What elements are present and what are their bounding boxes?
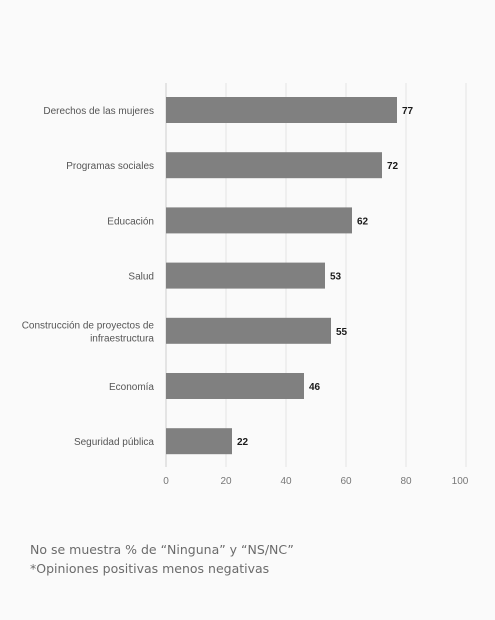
- category-label-line: Programas sociales: [66, 161, 154, 172]
- footnote-net-opinion: *Opiniones positivas menos negativas: [30, 561, 270, 576]
- bar-value-label-7: 22: [237, 437, 249, 448]
- category-label-line: Economía: [109, 382, 154, 393]
- x-tick-label-0: 0: [163, 476, 169, 487]
- bar-2: [166, 152, 382, 179]
- bar-3: [166, 207, 352, 234]
- category-label-line: infraestructura: [90, 333, 154, 344]
- bar-value-label-1: 77: [402, 106, 414, 117]
- x-tick-label-80: 80: [400, 476, 412, 487]
- bar-value-label-2: 72: [387, 161, 399, 172]
- bar-value-label-3: 62: [357, 216, 369, 227]
- category-label-7: Seguridad pública: [74, 437, 154, 448]
- footnote-excluded-responses: No se muestra % de “Ninguna” y “NS/NC”: [30, 542, 294, 557]
- bar-value-label-4: 53: [330, 272, 342, 283]
- category-label-6: Economía: [109, 382, 154, 393]
- bar-chart: 77 Derechos de las mujeres 72 Programas soc…: [22, 83, 469, 487]
- bar-4: [166, 262, 325, 289]
- category-label-1: Derechos de las mujeres: [43, 106, 154, 117]
- bar-5: [166, 317, 331, 344]
- x-tick-label-40: 40: [280, 476, 292, 487]
- category-label-5: Construcción de proyectos de infraestruct…: [22, 320, 155, 344]
- category-label-3: Educación: [107, 216, 154, 227]
- bar-7: [166, 428, 232, 455]
- category-label-line: Derechos de las mujeres: [43, 106, 154, 117]
- x-tick-label-20: 20: [220, 476, 232, 487]
- bar-value-label-5: 55: [336, 327, 348, 338]
- category-label-2: Programas sociales: [66, 161, 154, 172]
- bar-6: [166, 373, 304, 399]
- category-label-line: Educación: [107, 216, 154, 227]
- footnotes: No se muestra % de “Ninguna” y “NS/NC” *…: [30, 540, 470, 578]
- category-label-4: Salud: [128, 272, 154, 283]
- category-label-line: Salud: [128, 272, 154, 283]
- category-label-line: Seguridad pública: [74, 437, 154, 448]
- bar-value-label-6: 46: [309, 382, 321, 393]
- x-tick-label-100: 100: [452, 476, 469, 487]
- x-tick-label-60: 60: [340, 476, 352, 487]
- category-label-line: Construcción de proyectos de: [22, 320, 155, 331]
- bar-1: [166, 97, 397, 123]
